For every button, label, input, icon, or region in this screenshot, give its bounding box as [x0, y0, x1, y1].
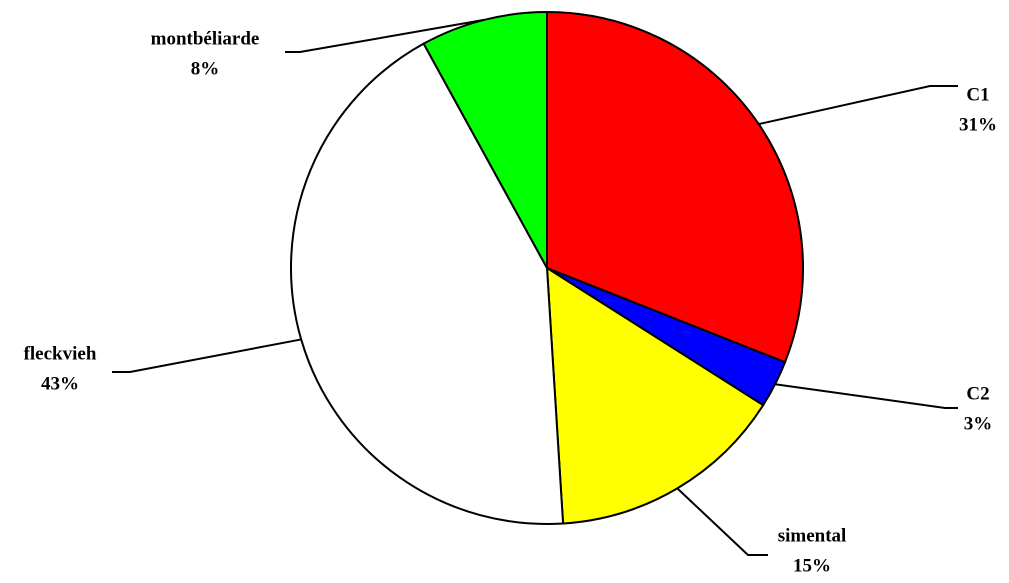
- leader-line: [758, 85, 958, 126]
- slice-label: C1: [966, 84, 989, 105]
- slice-label: montbéliarde: [151, 28, 260, 49]
- leader-line: [676, 487, 768, 556]
- leader-line: [774, 383, 958, 409]
- pie-slice: [545, 266, 765, 525]
- slice-value-label: 43%: [41, 373, 79, 394]
- slice-label: C2: [966, 383, 989, 404]
- slice-value-label: 31%: [959, 114, 997, 135]
- leader-line: [285, 19, 484, 53]
- slice-value-label: 3%: [964, 413, 993, 434]
- leader-line: [112, 338, 302, 373]
- slice-value-label: 8%: [191, 58, 220, 79]
- slice-value-label: 15%: [793, 555, 831, 576]
- slice-label: fleckvieh: [24, 343, 97, 364]
- slice-label: simental: [778, 525, 847, 546]
